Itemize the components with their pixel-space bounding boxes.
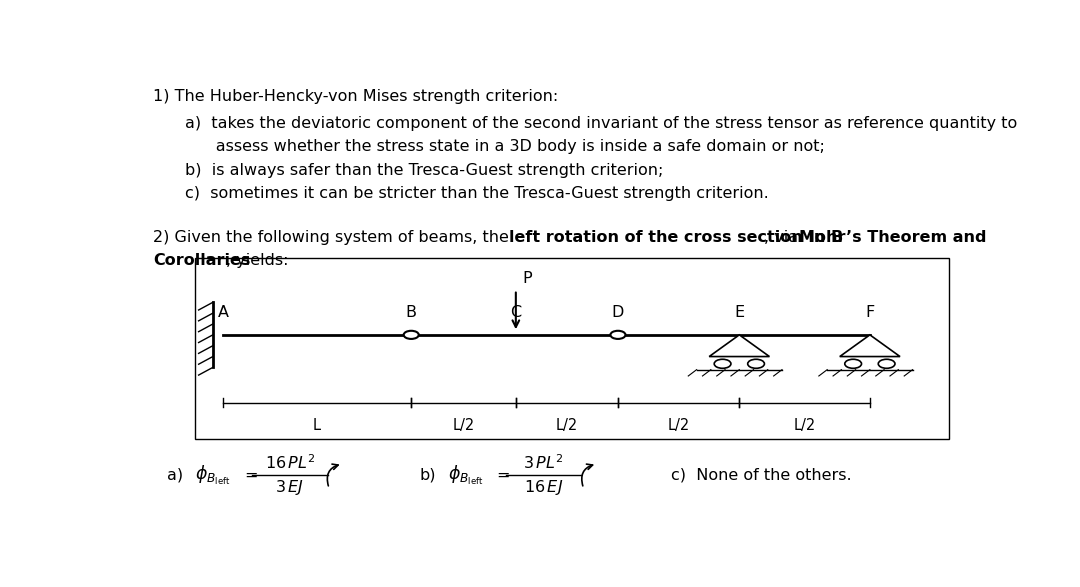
- Text: L: L: [313, 417, 321, 433]
- Text: B: B: [406, 305, 417, 321]
- Text: b): b): [420, 467, 436, 483]
- Text: a)  takes the deviatoric component of the second invariant of the stress tensor : a) takes the deviatoric component of the…: [186, 116, 1017, 131]
- Text: E: E: [734, 305, 744, 321]
- Text: $\phi_{B_{\rm left}}$: $\phi_{B_{\rm left}}$: [448, 463, 484, 487]
- Text: $16\,EJ$: $16\,EJ$: [524, 478, 563, 497]
- FancyBboxPatch shape: [195, 258, 948, 439]
- Circle shape: [610, 331, 625, 339]
- Circle shape: [404, 331, 419, 339]
- Text: c)  None of the others.: c) None of the others.: [671, 467, 851, 483]
- Text: c)  sometimes it can be stricter than the Tresca-Guest strength criterion.: c) sometimes it can be stricter than the…: [186, 186, 769, 201]
- Text: L/2: L/2: [453, 417, 474, 433]
- Text: 2) Given the following system of beams, the: 2) Given the following system of beams, …: [153, 230, 514, 245]
- Text: a): a): [166, 467, 183, 483]
- Text: =: =: [497, 467, 510, 483]
- Text: $16\,PL^2$: $16\,PL^2$: [265, 453, 315, 472]
- Text: b)  is always safer than the Tresca-Guest strength criterion;: b) is always safer than the Tresca-Guest…: [186, 163, 663, 178]
- Text: F: F: [865, 305, 875, 321]
- Text: $\phi_{B_{\rm left}}$: $\phi_{B_{\rm left}}$: [195, 463, 231, 487]
- Text: $3\,PL^2$: $3\,PL^2$: [523, 453, 564, 472]
- Text: D: D: [611, 305, 624, 321]
- Text: A: A: [217, 305, 228, 321]
- Text: , yields:: , yields:: [226, 253, 288, 268]
- Text: Mohr’s Theorem and: Mohr’s Theorem and: [799, 230, 986, 245]
- Text: =: =: [244, 467, 257, 483]
- Text: L/2: L/2: [794, 417, 815, 433]
- Text: C: C: [510, 305, 522, 321]
- Circle shape: [714, 359, 731, 368]
- Text: left rotation of the cross section in B: left rotation of the cross section in B: [509, 230, 843, 245]
- Text: L/2: L/2: [556, 417, 578, 433]
- Text: P: P: [523, 271, 532, 286]
- Text: L/2: L/2: [667, 417, 690, 433]
- Circle shape: [747, 359, 765, 368]
- Text: $3\,EJ$: $3\,EJ$: [275, 478, 305, 497]
- Text: 1) The Huber-Hencky-von Mises strength criterion:: 1) The Huber-Hencky-von Mises strength c…: [153, 89, 558, 104]
- Polygon shape: [710, 335, 769, 356]
- Circle shape: [845, 359, 862, 368]
- Text: assess whether the stress state in a 3D body is inside a safe domain or not;: assess whether the stress state in a 3D …: [186, 139, 825, 154]
- Text: , via: , via: [765, 230, 804, 245]
- Circle shape: [878, 359, 895, 368]
- Text: Corollaries: Corollaries: [153, 253, 251, 268]
- Polygon shape: [840, 335, 900, 356]
